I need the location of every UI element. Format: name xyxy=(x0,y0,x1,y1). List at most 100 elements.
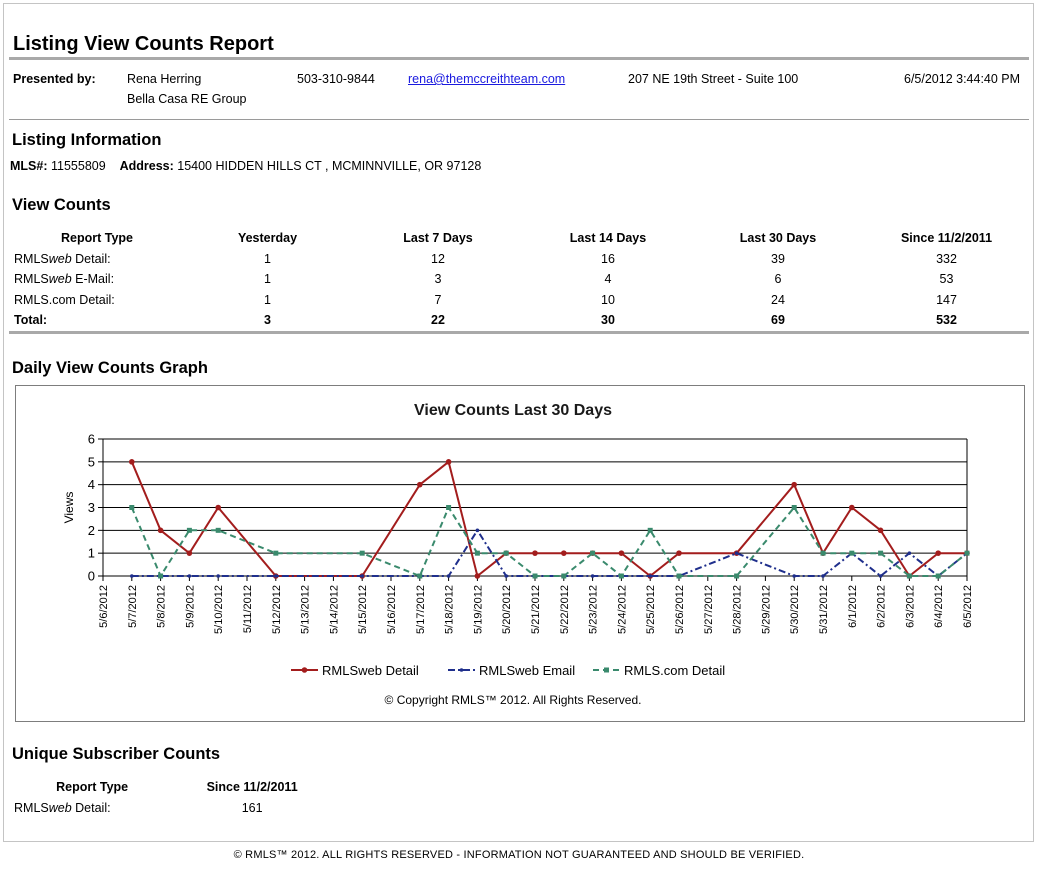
row-type: RMLSweb Detail: xyxy=(14,800,111,815)
x-tick-label: 5/23/2012 xyxy=(588,585,600,634)
x-tick-label: 5/22/2012 xyxy=(559,585,571,634)
data-point xyxy=(878,574,883,578)
data-point xyxy=(935,550,941,556)
data-point xyxy=(734,551,739,555)
x-tick-label: 5/7/2012 xyxy=(127,585,139,628)
data-point xyxy=(878,550,884,556)
data-point xyxy=(849,504,855,511)
legend-marker xyxy=(301,667,308,673)
data-point xyxy=(676,573,682,579)
view-counts-heading: View Counts xyxy=(12,196,111,214)
x-tick-label: 5/11/2012 xyxy=(242,585,254,633)
row-type: RMLSweb E-Mail: xyxy=(14,272,115,287)
page-footer: © RMLS™ 2012. ALL RIGHTS RESERVED - INFO… xyxy=(233,849,805,861)
y-tick-label: 0 xyxy=(88,569,95,584)
row-type: RMLSweb Detail: xyxy=(14,251,111,266)
cell-value: 10 xyxy=(601,292,615,307)
x-tick-label: 5/27/2012 xyxy=(703,585,715,634)
unique-heading: Unique Subscriber Counts xyxy=(12,745,221,763)
series-line-2 xyxy=(130,506,968,577)
col-header-last-7: Last 7 Days xyxy=(403,231,473,246)
data-point xyxy=(157,527,164,534)
col-header-report-type: Report Type xyxy=(56,780,129,795)
chart-title: View Counts Last 30 Days xyxy=(414,402,612,419)
data-point xyxy=(532,573,538,579)
data-point xyxy=(360,574,365,578)
total-row: Total: 3 22 30 69 532 xyxy=(12,310,1030,331)
data-point xyxy=(504,574,509,578)
x-tick-label: 5/28/2012 xyxy=(732,585,744,634)
presenter-email-link[interactable]: rena@themccreithteam.com xyxy=(408,72,566,86)
address-label: Address: xyxy=(119,159,174,173)
table-row: RMLS.com Detail: 1 7 10 24 147 xyxy=(12,290,1030,311)
col-header-last-14: Last 14 Days xyxy=(569,231,647,246)
data-point xyxy=(618,573,624,579)
data-point xyxy=(474,550,480,556)
data-point xyxy=(274,574,278,578)
report-timestamp: 6/5/2012 3:44:40 PM xyxy=(904,72,1021,86)
chart-container: View Counts Last 30 Days 0 1 2 3 4 5 6 Views 5/6/… xyxy=(15,385,1025,722)
data-point xyxy=(647,527,653,533)
x-tick-label: 5/31/2012 xyxy=(818,585,830,634)
x-tick-label: 5/10/2012 xyxy=(213,585,225,634)
y-tick-label: 4 xyxy=(88,477,95,492)
presenter-divider xyxy=(9,119,1029,120)
data-point xyxy=(561,573,567,579)
series-line-0 xyxy=(130,460,967,577)
table-row: RMLSweb Detail: 1 12 16 39 332 xyxy=(12,249,1030,270)
cell-value: 39 xyxy=(771,251,785,266)
total-value: 532 xyxy=(936,313,957,328)
data-point xyxy=(648,574,652,578)
x-tick-label: 5/20/2012 xyxy=(501,585,513,634)
data-point xyxy=(445,459,452,465)
data-point xyxy=(216,574,220,578)
presenter-address: 207 NE 19th Street - Suite 100 xyxy=(628,72,799,86)
x-tick-label: 5/18/2012 xyxy=(444,585,456,634)
table-header-row: Report Type Yesterday Last 7 Days Last 1… xyxy=(12,228,1030,249)
y-tick-label: 2 xyxy=(88,523,95,538)
x-tick-label: 5/6/2012 xyxy=(98,585,110,628)
data-point xyxy=(129,505,135,510)
row-type: RMLS.com Detail: xyxy=(14,292,115,307)
report-frame xyxy=(3,3,1034,842)
data-point xyxy=(186,550,193,556)
x-tick-label: 5/16/2012 xyxy=(386,585,398,634)
data-point xyxy=(446,505,452,510)
data-point xyxy=(130,574,134,578)
data-point xyxy=(475,528,480,533)
x-tick-label: 5/19/2012 xyxy=(472,585,484,634)
x-tick-label: 6/3/2012 xyxy=(904,585,916,628)
cell-value: 1 xyxy=(264,272,271,287)
table-row: RMLSweb E-Mail: 1 3 4 6 53 xyxy=(12,269,1030,290)
cell-value: 12 xyxy=(431,251,445,266)
y-tick-label: 6 xyxy=(88,432,95,447)
data-point xyxy=(129,459,135,465)
presenter-phone: 503-310-9844 xyxy=(297,72,375,86)
data-point xyxy=(215,527,221,533)
legend-label: RMLSweb Email xyxy=(479,663,575,678)
table-header-row: Report Type Since 11/2/2011 xyxy=(12,777,332,798)
x-tick-label: 5/26/2012 xyxy=(674,585,686,634)
total-value: 22 xyxy=(431,313,445,328)
data-point xyxy=(590,550,596,556)
x-tick-label: 5/13/2012 xyxy=(300,585,312,634)
data-point xyxy=(590,574,595,578)
y-tick-label: 5 xyxy=(88,454,95,469)
data-point xyxy=(792,574,796,578)
data-point xyxy=(158,573,164,579)
data-point xyxy=(821,574,825,578)
data-point xyxy=(618,550,625,556)
data-point xyxy=(503,550,509,556)
chart-copyright: © Copyright RMLS™ 2012. All Rights Reser… xyxy=(385,693,642,707)
presented-by-label: Presented by: xyxy=(13,72,96,86)
cell-value: 147 xyxy=(936,292,957,307)
col-header-since: Since 11/2/2011 xyxy=(206,780,298,795)
cell-value: 16 xyxy=(601,251,615,266)
legend-marker xyxy=(459,668,464,672)
data-point xyxy=(906,573,912,579)
data-point xyxy=(820,550,826,556)
y-tick-label: 3 xyxy=(88,500,95,515)
x-tick-label: 6/2/2012 xyxy=(876,585,888,628)
view-counts-table: Report Type Yesterday Last 7 Days Last 1… xyxy=(12,228,1030,331)
data-point xyxy=(417,573,423,579)
